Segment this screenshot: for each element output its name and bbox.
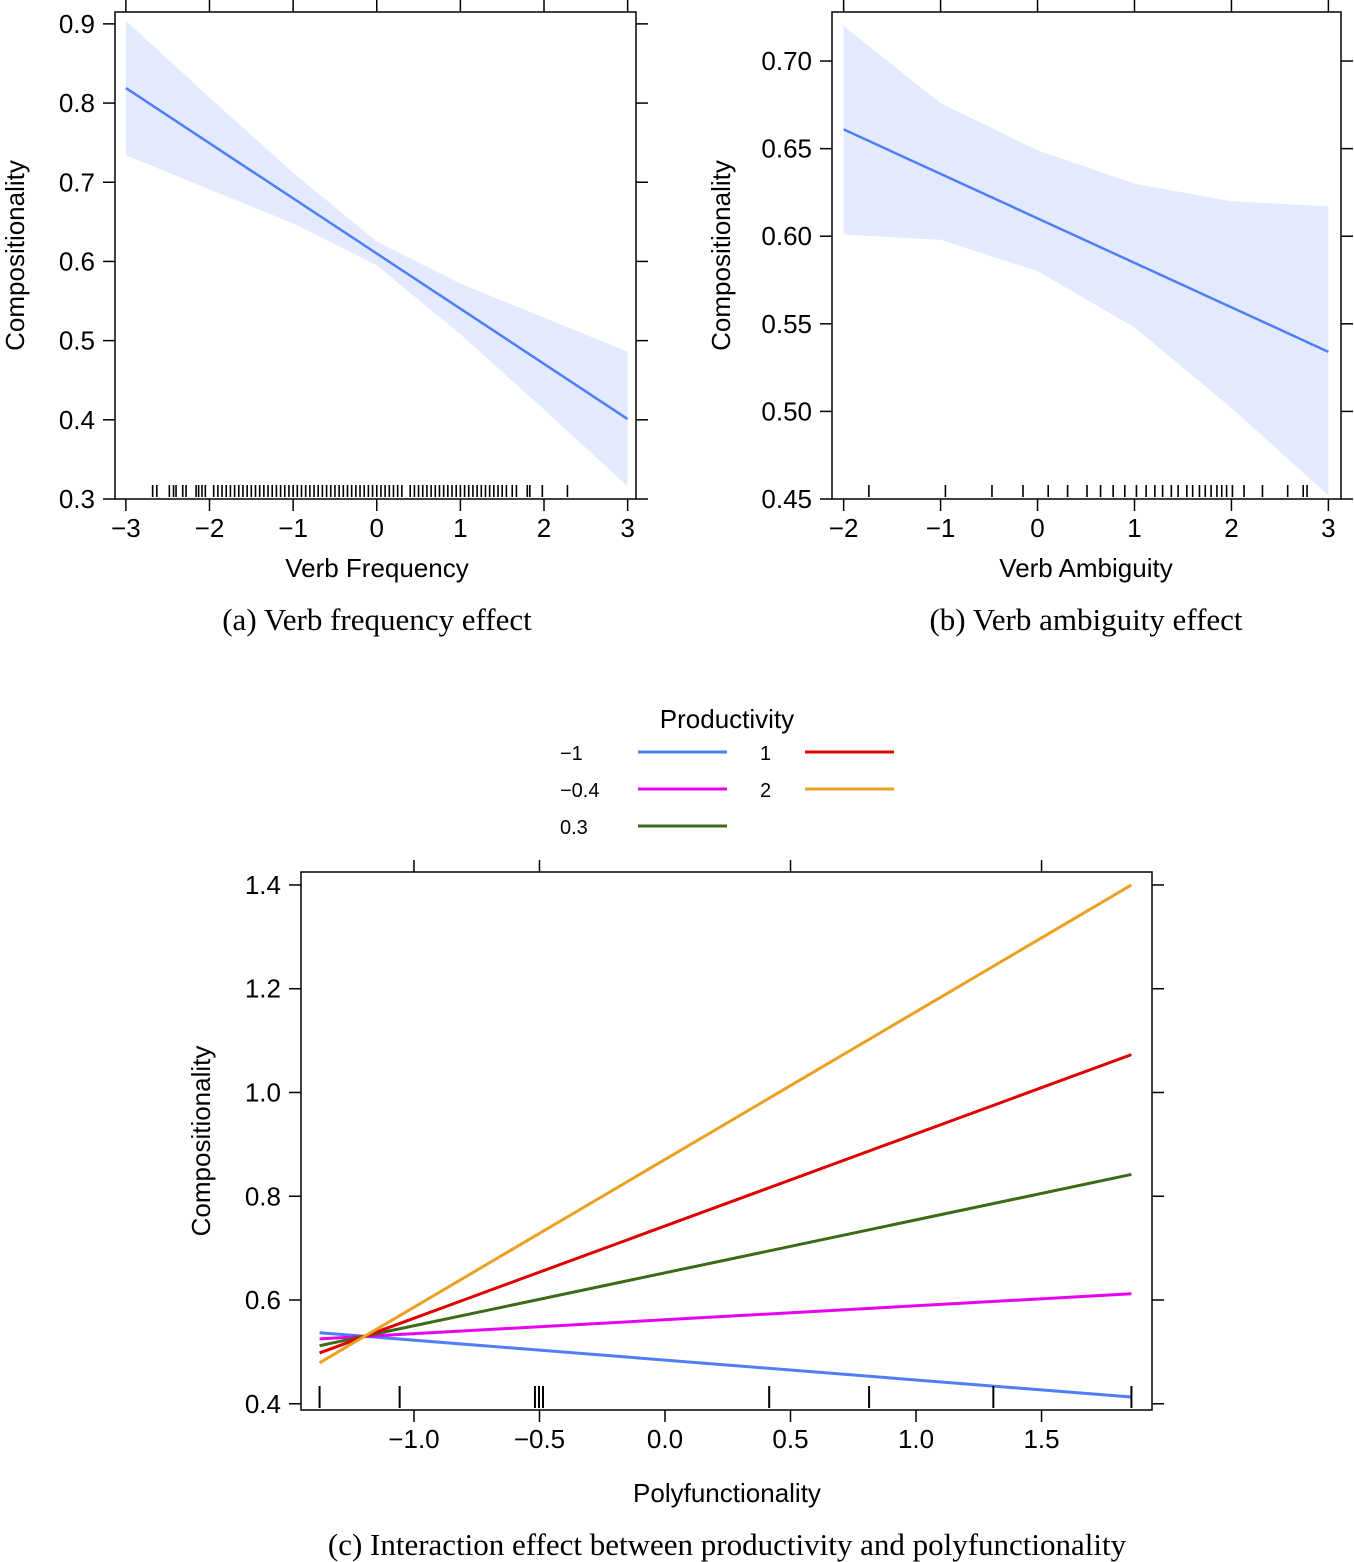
caption: (a) Verb frequency effect	[222, 602, 532, 637]
confidence-band	[843, 26, 1329, 496]
y-tick-label: 0.4	[245, 1389, 281, 1419]
panel-a: −3 −2 −1 0 1 2 3 0.3 0.4 0.5 0.6 0.7 0.8 0.9 Verb Freq…	[0, 0, 648, 637]
y-tick-label: 1.4	[245, 870, 281, 900]
x-tick-label: 2	[537, 513, 551, 543]
effect-line	[843, 128, 1329, 353]
legend-label: 2	[760, 780, 771, 802]
x-tick-label: 1.5	[1023, 1424, 1059, 1454]
x-tick-label: −1.0	[388, 1424, 439, 1454]
y-axis-label: Compositionality	[706, 160, 736, 351]
y-tick-label: 1.2	[245, 974, 281, 1004]
panel-b: −2 −1 0 1 2 3 0.45 0.50 0.55 0.60 0.65 0.70 Verb Amb…	[706, 0, 1353, 637]
x-axis-label: Polyfunctionality	[633, 1478, 821, 1508]
y-tick-label: 0.6	[59, 246, 95, 276]
y-tick-label: 1.0	[245, 1077, 281, 1107]
caption: (c) Interaction effect between productiv…	[328, 1527, 1127, 1562]
x-tick-label: 0.0	[647, 1424, 683, 1454]
y-tick-label: 0.70	[761, 46, 812, 76]
x-tick-label: 2	[1224, 513, 1238, 543]
y-tick-label: 0.65	[761, 134, 812, 164]
caption: (b) Verb ambiguity effect	[929, 602, 1242, 637]
series-line-0	[319, 1331, 1132, 1399]
effect-line	[125, 86, 629, 421]
y-tick-label: 0.60	[761, 221, 812, 251]
y-tick-label: 0.9	[59, 9, 95, 39]
legend-label: −1	[560, 743, 583, 765]
legend-label: 1	[760, 743, 771, 765]
legend-label: 0.3	[560, 817, 588, 839]
x-tick-label: −1	[278, 513, 308, 543]
x-tick-label: 0	[370, 513, 384, 543]
y-tick-label: 0.4	[59, 405, 95, 435]
y-axis-label: Compositionality	[0, 160, 30, 351]
x-tick-label: 1.0	[898, 1424, 934, 1454]
x-axis-label: Verb Frequency	[285, 553, 469, 583]
y-tick-label: 0.5	[59, 326, 95, 356]
series-line-1	[319, 1292, 1132, 1341]
series-line-3	[319, 1053, 1132, 1355]
y-tick-label: 0.55	[761, 309, 812, 339]
y-tick-label: 0.8	[245, 1181, 281, 1211]
y-axis-label: Compositionality	[186, 1046, 216, 1237]
legend-label: −0.4	[560, 780, 599, 802]
x-tick-label: 1	[453, 513, 467, 543]
plot-frame	[114, 11, 637, 500]
plot-frame	[300, 871, 1153, 1411]
y-tick-label: 0.50	[761, 396, 812, 426]
x-tick-label: −0.5	[514, 1424, 565, 1454]
panel-c: −1.0 −0.5 0.0 0.5 1.0 1.5 0.4 0.6 0.8 1.0 1.2 1.4 Po…	[186, 704, 1164, 1562]
x-tick-label: 0	[1030, 513, 1044, 543]
x-axis-label: Verb Ambiguity	[999, 553, 1172, 583]
legend: Productivity −1 −0.4 0.3 1 2	[560, 704, 894, 839]
plot-frame	[831, 11, 1342, 500]
x-tick-label: −1	[926, 513, 956, 543]
x-tick-label: 3	[620, 513, 634, 543]
x-tick-label: 3	[1321, 513, 1335, 543]
y-tick-label: 0.7	[59, 167, 95, 197]
x-tick-label: −2	[195, 513, 225, 543]
x-tick-label: 0.5	[772, 1424, 808, 1454]
y-tick-label: 0.8	[59, 88, 95, 118]
legend-title: Productivity	[660, 704, 794, 734]
y-tick-label: 0.6	[245, 1285, 281, 1315]
series-line-4	[318, 883, 1133, 1365]
x-tick-label: −2	[829, 513, 859, 543]
series-line-2	[319, 1172, 1132, 1348]
y-tick-label: 0.45	[761, 484, 812, 514]
y-tick-label: 0.3	[59, 484, 95, 514]
x-tick-label: −3	[111, 513, 141, 543]
x-tick-label: 1	[1127, 513, 1141, 543]
